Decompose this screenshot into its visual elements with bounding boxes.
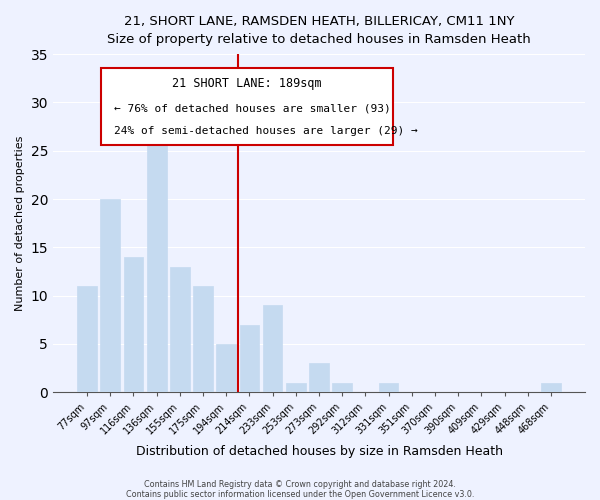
Text: ← 76% of detached houses are smaller (93): ← 76% of detached houses are smaller (93…: [114, 103, 391, 113]
Bar: [309, 363, 329, 392]
Bar: [100, 199, 120, 392]
Bar: [170, 266, 190, 392]
Title: 21, SHORT LANE, RAMSDEN HEATH, BILLERICAY, CM11 1NY
Size of property relative to: 21, SHORT LANE, RAMSDEN HEATH, BILLERICA…: [107, 15, 531, 46]
Bar: [124, 257, 143, 392]
Bar: [239, 324, 259, 392]
FancyBboxPatch shape: [101, 68, 394, 146]
Bar: [193, 286, 213, 392]
Text: 24% of semi-detached houses are larger (29) →: 24% of semi-detached houses are larger (…: [114, 126, 418, 136]
Bar: [379, 382, 398, 392]
Bar: [77, 286, 97, 392]
X-axis label: Distribution of detached houses by size in Ramsden Heath: Distribution of detached houses by size …: [136, 444, 503, 458]
Bar: [286, 382, 305, 392]
Bar: [332, 382, 352, 392]
Bar: [263, 306, 283, 392]
Bar: [217, 344, 236, 392]
Bar: [541, 382, 561, 392]
Bar: [147, 141, 167, 392]
Y-axis label: Number of detached properties: Number of detached properties: [15, 136, 25, 311]
Text: 21 SHORT LANE: 189sqm: 21 SHORT LANE: 189sqm: [172, 76, 322, 90]
Text: Contains HM Land Registry data © Crown copyright and database right 2024.
Contai: Contains HM Land Registry data © Crown c…: [126, 480, 474, 499]
